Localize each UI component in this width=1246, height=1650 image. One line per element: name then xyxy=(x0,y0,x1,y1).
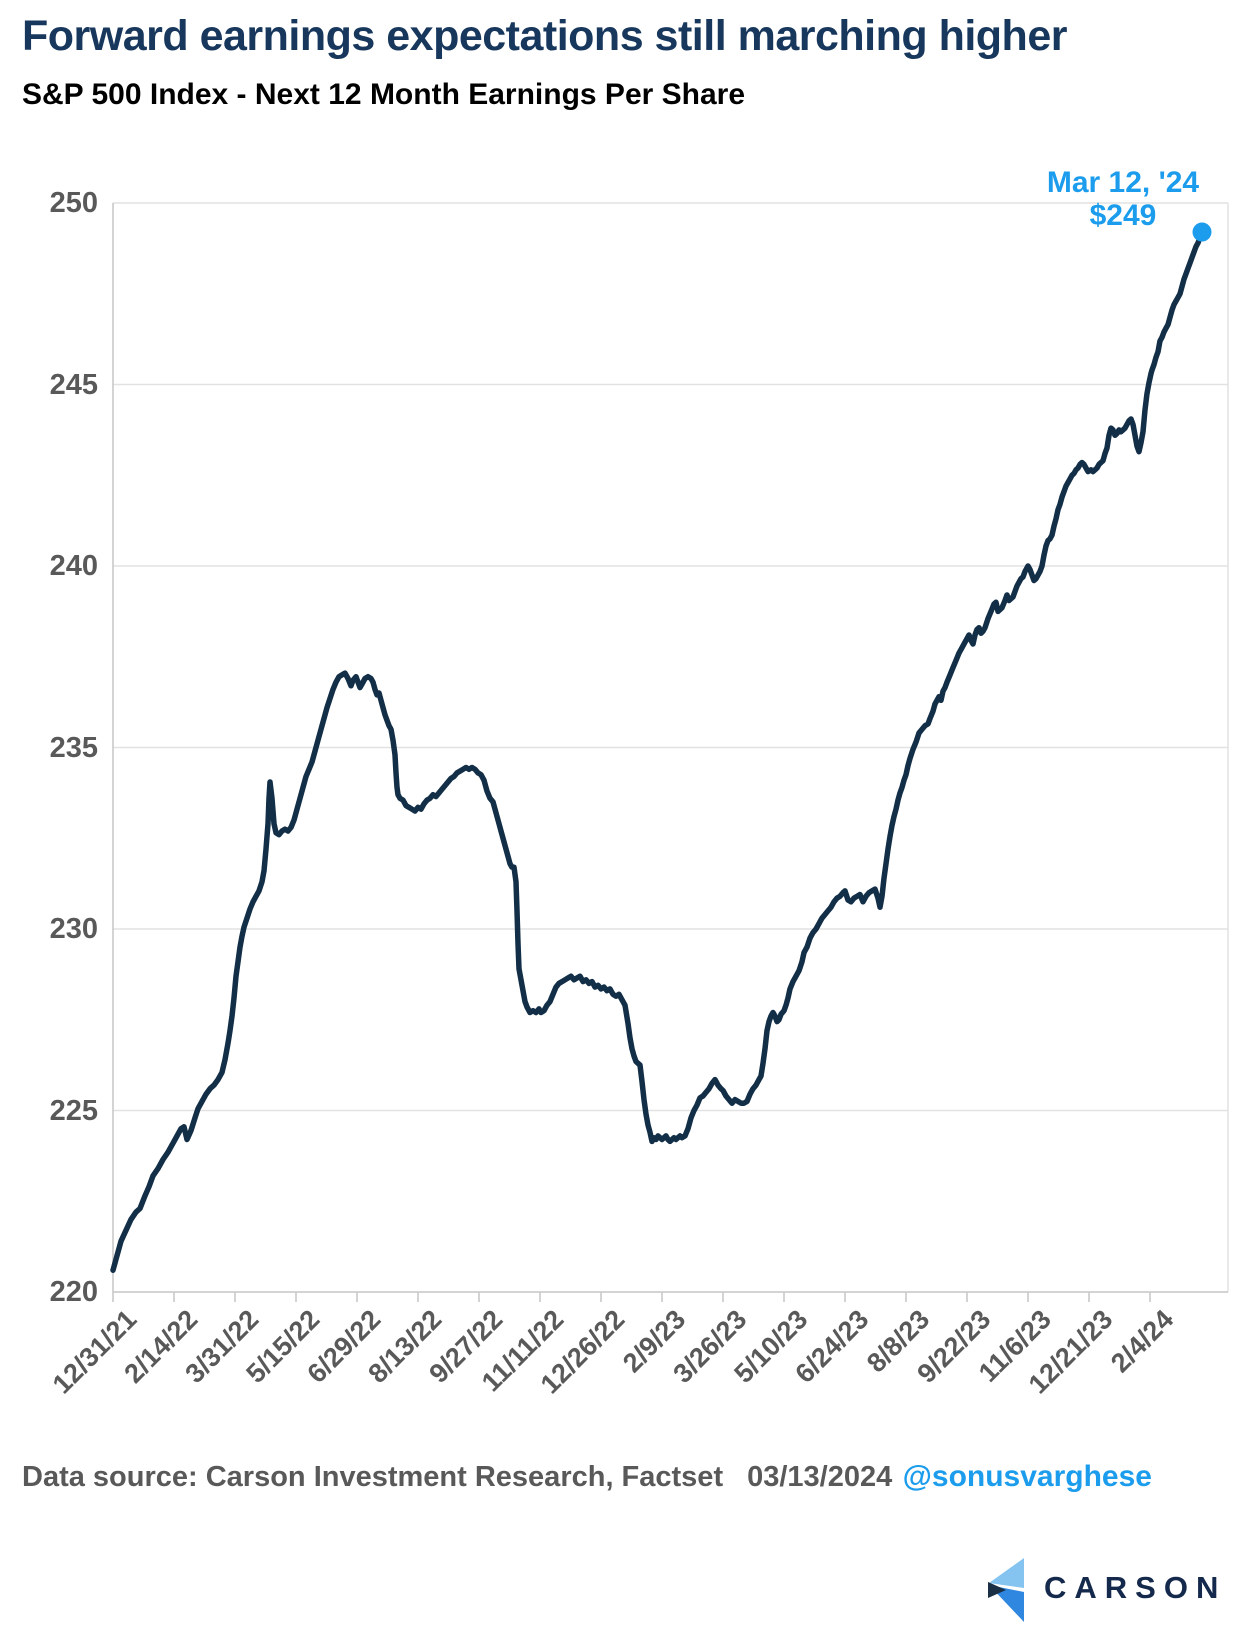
annotation-date: Mar 12, '24 xyxy=(1046,166,1200,199)
page-title: Forward earnings expectations still marc… xyxy=(22,12,1067,60)
eps-line-series xyxy=(110,229,1205,1273)
social-handle: @sonusvarghese xyxy=(902,1460,1152,1493)
y-axis-tick-label: 250 xyxy=(49,187,98,219)
y-axis-tick-label: 230 xyxy=(49,913,98,945)
carson-logo-text: CARSON xyxy=(1044,1570,1227,1605)
chart-subtitle: S&P 500 Index - Next 12 Month Earnings P… xyxy=(22,78,746,111)
y-axis-tick-label: 245 xyxy=(49,368,98,401)
source-label: Data source: Carson Investment Research,… xyxy=(22,1461,724,1493)
annotation-value: $249 xyxy=(1089,199,1157,232)
y-axis-tick-label: 240 xyxy=(49,550,98,582)
source-date: 03/13/2024 xyxy=(747,1461,893,1493)
y-axis-tick-label: 235 xyxy=(49,731,98,764)
last-point-marker xyxy=(1192,222,1212,242)
last-point-annotation: Mar 12, '24 $249 xyxy=(1040,166,1206,232)
y-axis-tick-label: 225 xyxy=(49,1094,98,1127)
carson-logo: CARSON xyxy=(988,1556,1228,1624)
y-axis-tick-label: 220 xyxy=(49,1276,98,1308)
carson-logo-icon xyxy=(988,1558,1024,1622)
data-source-text: Data source: Carson Investment Research,… xyxy=(22,1461,892,1494)
